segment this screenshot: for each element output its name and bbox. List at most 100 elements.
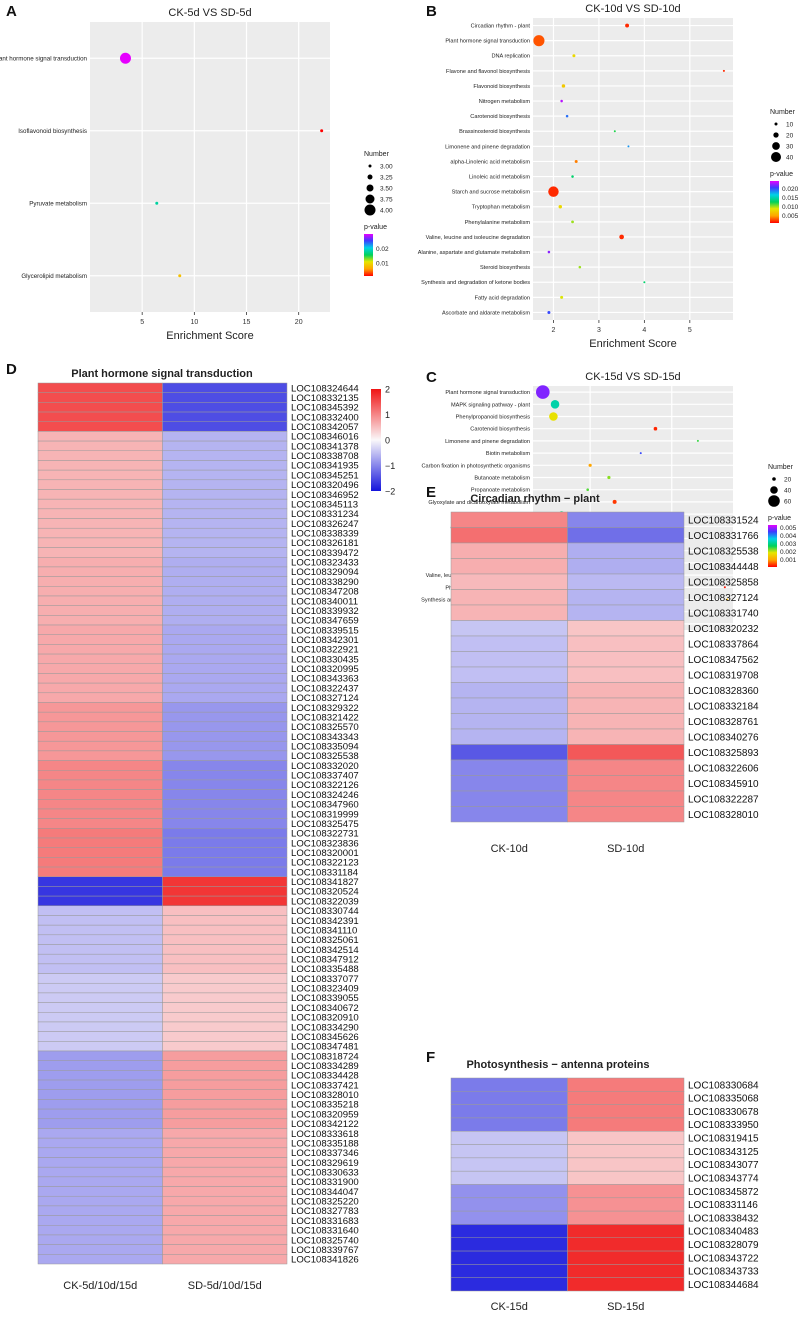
heatmap-cell xyxy=(450,1224,568,1238)
heatmap-cell xyxy=(162,431,288,442)
gene-label: LOC108325740 xyxy=(291,1235,359,1246)
x-axis-label: Enrichment Score xyxy=(166,330,253,342)
data-point xyxy=(571,220,574,224)
size-legend-label: 3.50 xyxy=(380,186,393,193)
size-legend-label: 20 xyxy=(784,477,792,484)
gene-label: LOC108347912 xyxy=(291,954,359,965)
heatmap-cell xyxy=(162,799,288,810)
heatmap-cell xyxy=(162,750,288,761)
gene-label: LOC108345113 xyxy=(291,499,358,510)
heatmap-cell xyxy=(567,1224,685,1238)
gene-label: LOC108330435 xyxy=(291,654,359,665)
heatmap-cell xyxy=(567,1117,685,1132)
column-label: SD-10d xyxy=(607,843,644,855)
gene-label: LOC108331640 xyxy=(291,1226,359,1237)
heatmap-cell xyxy=(162,576,288,587)
chart-title: CK-5d VS SD-5d xyxy=(168,7,251,19)
panel-letter: D xyxy=(6,361,17,378)
heatmap-cell xyxy=(37,799,163,810)
heatmap-cell xyxy=(567,713,685,730)
heatmap-cell xyxy=(567,1237,685,1252)
data-point xyxy=(613,130,616,133)
heatmap-cell xyxy=(162,673,288,684)
plot-background xyxy=(533,18,733,320)
heatmap-cell xyxy=(37,624,163,635)
color-legend-label: 0.015 xyxy=(782,195,799,202)
heatmap-cell xyxy=(162,876,288,887)
gene-label: LOC108343343 xyxy=(291,732,359,743)
data-point xyxy=(533,35,545,47)
category-label: Plant hormone signal transduction xyxy=(0,55,88,62)
heatmap-title: Circadian rhythm − plant xyxy=(470,493,600,505)
heatmap-cell xyxy=(450,558,568,575)
heatmap-cell xyxy=(37,731,163,742)
color-legend-label: 0.004 xyxy=(780,533,797,540)
heatmap-cell xyxy=(162,915,288,926)
heatmap-cell xyxy=(450,651,568,668)
gene-label: LOC108322123 xyxy=(291,858,359,869)
heatmap-cell xyxy=(162,1157,288,1168)
heatmap-cell xyxy=(567,728,685,745)
data-point xyxy=(607,475,611,480)
heatmap-cell xyxy=(162,450,288,461)
category-label: Valine, leucine and isoleucine degradati… xyxy=(426,235,530,241)
gene-label: LOC108332020 xyxy=(291,761,359,772)
gene-label: LOC108343077 xyxy=(688,1160,759,1171)
heatmap-cell xyxy=(162,828,288,839)
heatmap-cell xyxy=(567,697,685,714)
heatmap-scale-label: −1 xyxy=(385,461,395,471)
heatmap-cell xyxy=(162,982,288,994)
data-point xyxy=(643,281,646,284)
gene-label: LOC108341935 xyxy=(291,461,359,472)
category-label: Glycerolipid metabolism xyxy=(21,273,87,280)
category-label: Alanine, aspartate and glutamate metabol… xyxy=(418,250,531,256)
heatmap-cell xyxy=(37,905,163,916)
heatmap-cell xyxy=(162,1234,288,1245)
heatmap-cell xyxy=(162,760,288,771)
gene-label: LOC108328360 xyxy=(688,686,759,697)
gene-label: LOC108331234 xyxy=(291,509,359,520)
panel-letter: F xyxy=(426,1049,435,1066)
size-legend-title: Number xyxy=(770,109,796,116)
color-legend-label: 0.005 xyxy=(782,213,799,220)
heatmap-cell xyxy=(450,1197,568,1212)
gene-label: LOC108331683 xyxy=(291,1216,359,1227)
gene-label: LOC108345626 xyxy=(291,1032,359,1043)
heatmap-cell xyxy=(162,1079,288,1090)
heatmap-cell xyxy=(37,779,163,790)
heatmap-cell xyxy=(450,1077,568,1092)
heatmap-cell xyxy=(450,1170,568,1185)
heatmap-cell xyxy=(162,711,288,723)
heatmap-cell xyxy=(567,620,685,637)
data-point xyxy=(119,52,131,64)
heatmap-cell xyxy=(567,1184,685,1199)
panel-e: LOC108331524 LOC108331766 LOC108325538 LOC1… xyxy=(450,493,759,855)
heatmap-cell xyxy=(37,1108,163,1120)
gene-label: LOC108340672 xyxy=(291,1003,359,1014)
heatmap-cell xyxy=(37,837,163,848)
heatmap-cell xyxy=(567,635,685,652)
gene-label: LOC108328761 xyxy=(688,717,759,728)
heatmap-cell xyxy=(162,963,288,974)
color-legend-bar xyxy=(364,234,373,276)
heatmap-cell xyxy=(567,1157,685,1172)
gene-label: LOC108339472 xyxy=(291,548,359,559)
gene-label: LOC108327124 xyxy=(688,593,759,604)
size-legend-title: Number xyxy=(768,464,794,471)
data-point xyxy=(548,186,559,197)
heatmap-cell xyxy=(37,1050,163,1061)
heatmap-cell xyxy=(37,537,163,548)
heatmap-cell xyxy=(450,1277,568,1292)
heatmap-cell xyxy=(37,963,163,974)
category-label: Pyruvate metabolism xyxy=(29,200,87,207)
gene-label: LOC108335188 xyxy=(291,1138,359,1149)
category-label: Isoflavonoid biosynthesis xyxy=(18,128,87,135)
heatmap-cell xyxy=(162,1108,288,1120)
heatmap-cell xyxy=(37,1234,163,1245)
heatmap-cell xyxy=(162,1254,288,1265)
category-label: Plant hormone signal transduction xyxy=(445,390,530,396)
heatmap-cell xyxy=(162,1002,288,1013)
data-point xyxy=(588,463,592,467)
size-legend-label: 10 xyxy=(786,122,794,129)
data-point xyxy=(619,234,624,240)
